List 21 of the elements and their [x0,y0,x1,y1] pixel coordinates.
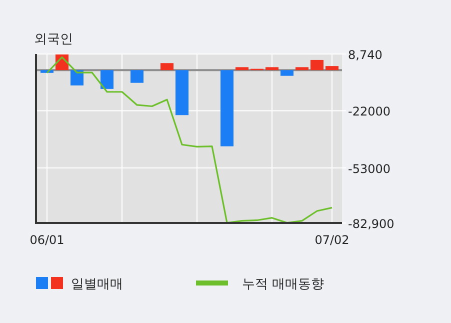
bar [280,70,294,76]
bar [220,70,234,146]
x-tick-label: 07/02 [314,233,350,247]
bar [160,63,174,70]
bar [70,70,84,86]
bar [100,70,114,89]
y-tick-label: -53000 [348,162,391,176]
bar [296,67,308,70]
bar [310,60,324,70]
y-tick-label: -22000 [348,104,391,119]
bar [266,67,278,70]
bar [236,67,248,70]
x-tick-label: 06/01 [30,233,64,247]
legend-label: 일별매매 [71,277,123,292]
y-tick-label: 8,740 [348,48,382,62]
chart-title: 외국인 [34,32,73,47]
bar [326,66,338,70]
bar [176,70,188,116]
bar [130,70,144,83]
y-tick-label: -82,900 [348,217,394,231]
legend-label: 누적 매매동향 [242,277,324,292]
